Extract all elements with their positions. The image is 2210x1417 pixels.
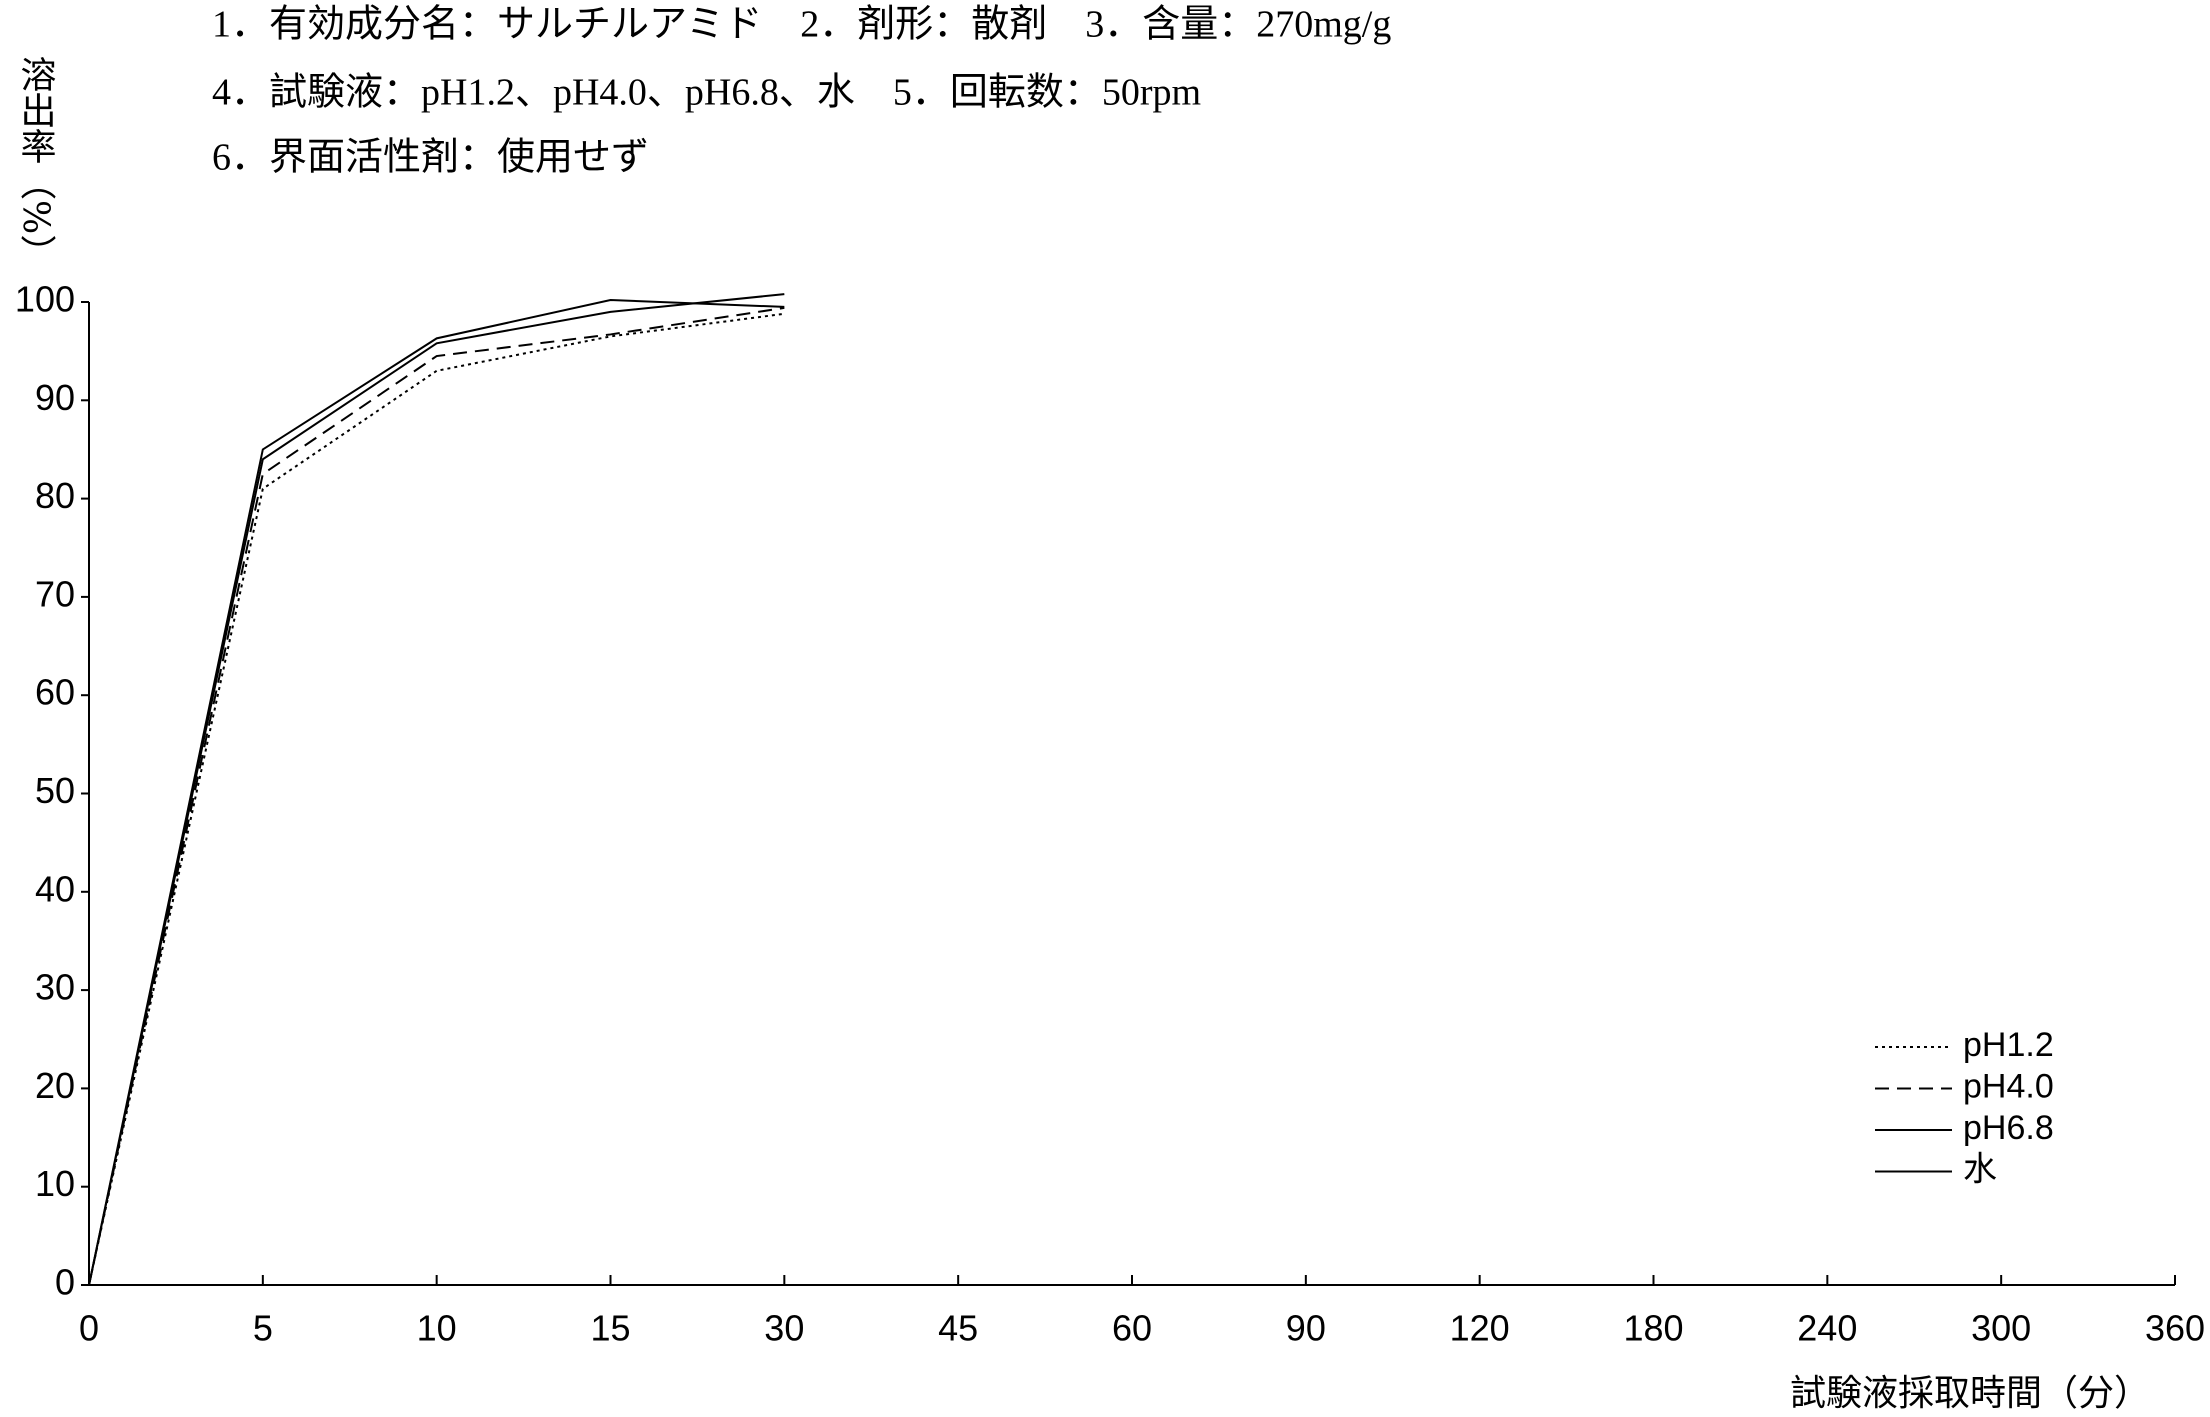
legend-label: 水 <box>1963 1150 1997 1188</box>
x-tick-label: 120 <box>1450 1308 1510 1349</box>
legend-label: pH6.8 <box>1963 1109 2054 1147</box>
x-tick-label: 10 <box>417 1308 457 1349</box>
y-tick-label: 40 <box>35 868 75 909</box>
y-tick-label: 0 <box>55 1262 75 1303</box>
x-tick-label: 240 <box>1797 1308 1857 1349</box>
y-axis-label: 溶出率（%） <box>15 56 57 271</box>
x-tick-label: 300 <box>1971 1308 2031 1349</box>
series-line <box>88 299 785 1286</box>
x-tick-label: 5 <box>253 1308 273 1349</box>
x-tick-label: 30 <box>764 1308 804 1349</box>
legend-label: pH1.2 <box>1963 1026 2054 1064</box>
chart-title-line: 6．界面活性剤：使用せず <box>212 137 649 179</box>
y-tick-label: 10 <box>35 1163 75 1204</box>
x-tick-label: 60 <box>1112 1308 1152 1349</box>
x-tick-label: 15 <box>590 1308 630 1349</box>
series-line <box>88 293 785 1286</box>
y-tick-label: 50 <box>35 770 75 811</box>
y-tick-label: 80 <box>35 475 75 516</box>
x-tick-label: 180 <box>1623 1308 1683 1349</box>
x-tick-label: 0 <box>79 1308 99 1349</box>
chart-title-line: 1．有効成分名：サルチルアミド 2．剤形：散剤 3．含量：270mg/g <box>212 4 1391 46</box>
series-line <box>88 312 785 1286</box>
legend-label: pH4.0 <box>1963 1067 2054 1105</box>
y-tick-label: 90 <box>35 377 75 418</box>
x-axis-label: 試験液採取時間（分） <box>1790 1373 2150 1414</box>
x-tick-label: 360 <box>2145 1308 2205 1349</box>
y-tick-label: 20 <box>35 1065 75 1106</box>
series-line <box>88 306 785 1286</box>
x-tick-label: 90 <box>1286 1308 1326 1349</box>
y-tick-label: 60 <box>35 672 75 713</box>
y-tick-label: 100 <box>15 279 75 320</box>
x-tick-label: 45 <box>938 1308 978 1349</box>
chart-title-line: 4．試験液：pH1.2、pH4.0、pH6.8、水 5．回転数：50rpm <box>212 72 1201 114</box>
y-tick-label: 30 <box>35 967 75 1008</box>
y-tick-label: 70 <box>35 573 75 614</box>
